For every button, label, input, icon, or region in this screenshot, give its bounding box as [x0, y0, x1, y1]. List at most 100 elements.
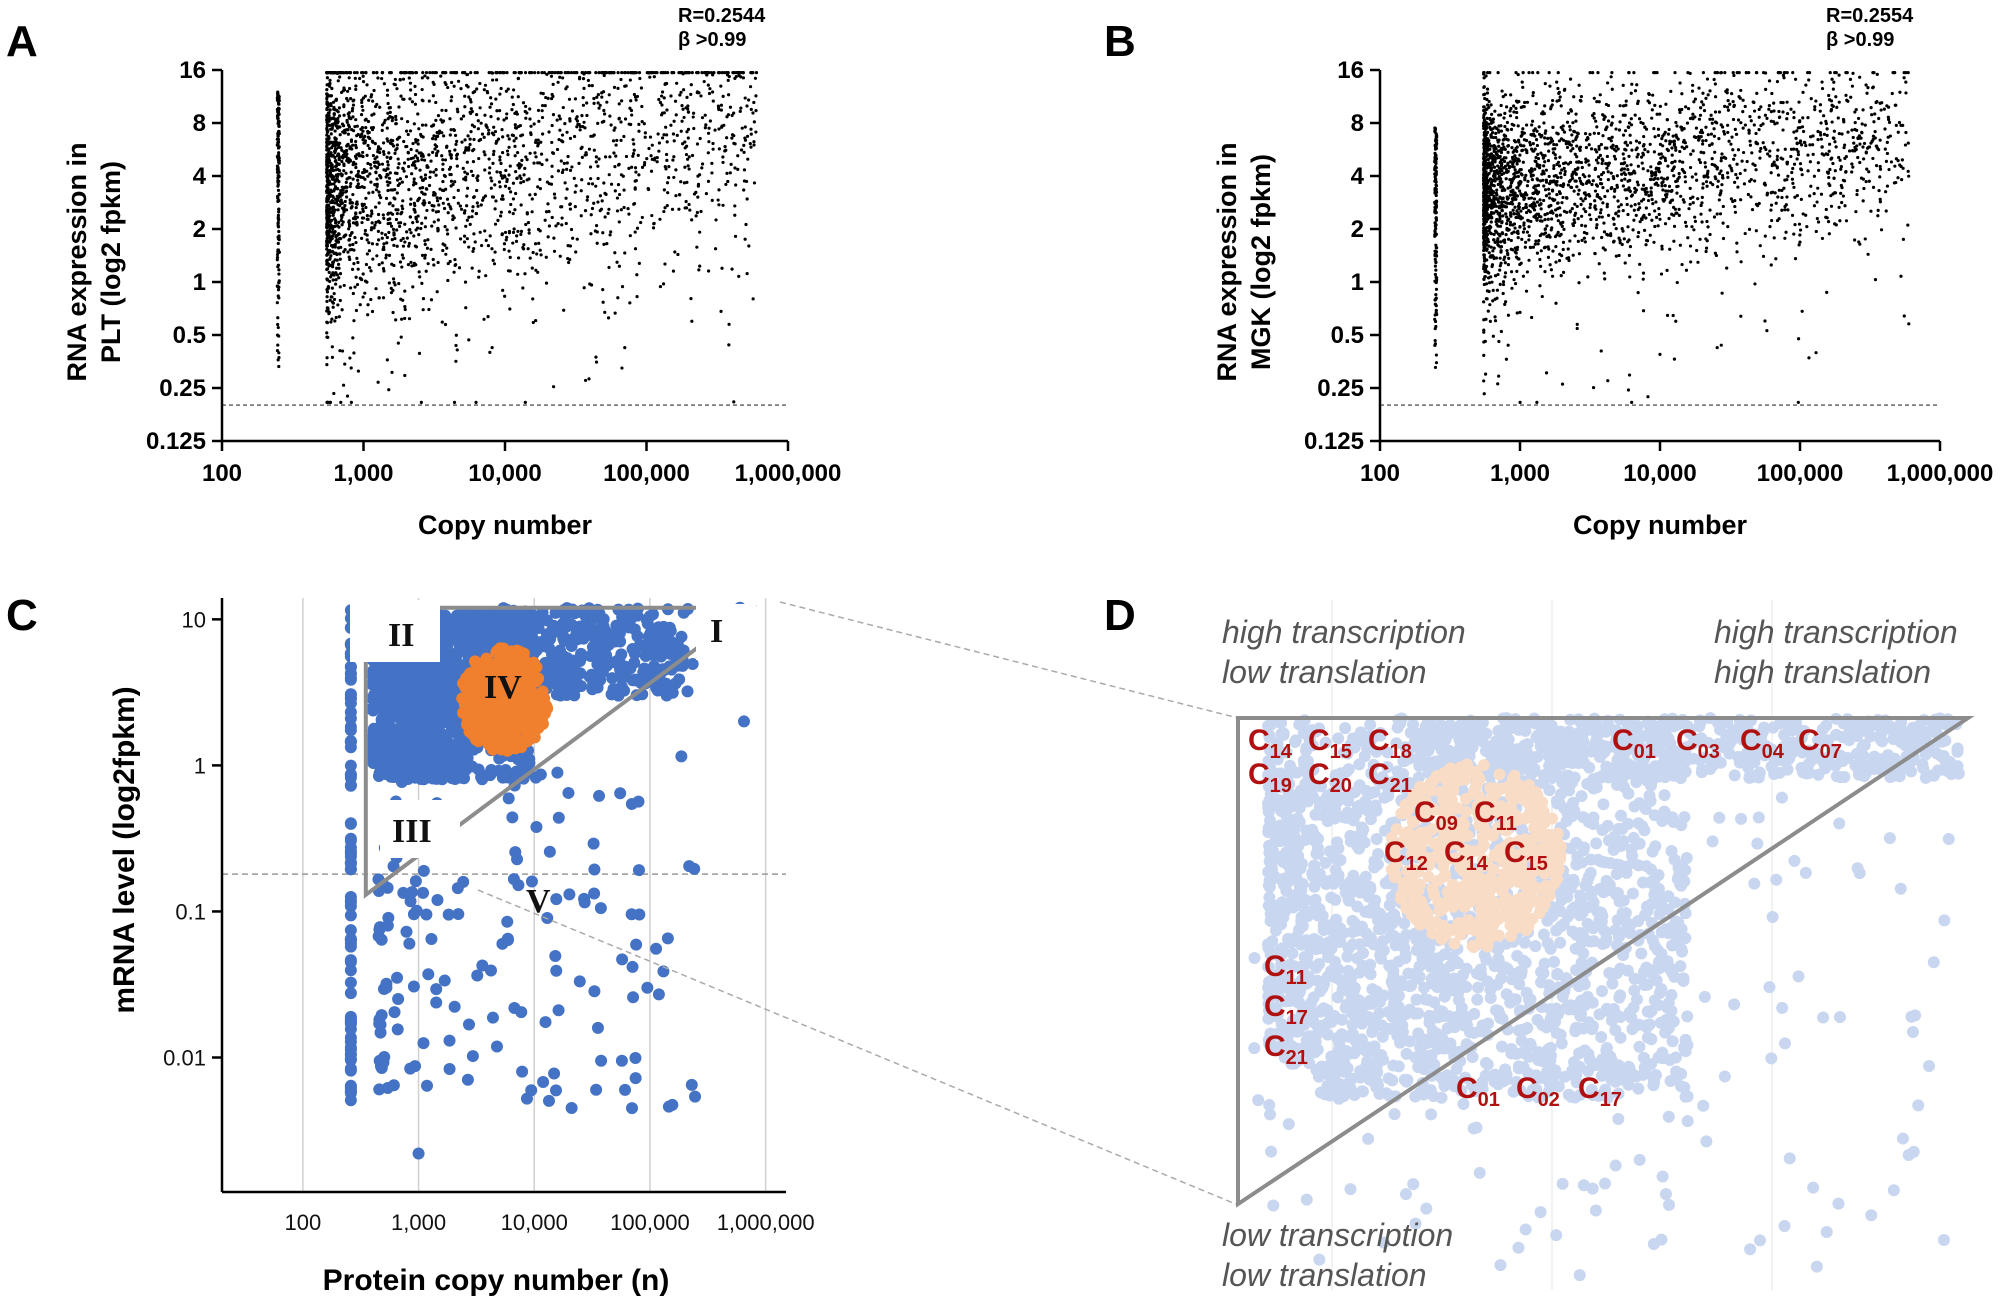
data-point — [1653, 209, 1657, 213]
data-point — [395, 228, 399, 232]
data-point — [1536, 178, 1540, 182]
data-point — [361, 272, 365, 276]
data-point — [1562, 88, 1567, 92]
data-point — [590, 182, 595, 186]
data-point — [378, 150, 382, 155]
data-point — [1644, 206, 1648, 210]
data-point — [332, 273, 336, 277]
data-point — [1605, 146, 1609, 150]
data-point — [335, 266, 339, 270]
data-point — [1651, 93, 1655, 97]
data-point — [1704, 138, 1708, 143]
data-point — [371, 71, 376, 75]
data-point — [351, 336, 355, 340]
data-point — [669, 94, 673, 98]
data-point — [1716, 185, 1720, 189]
data-point — [658, 100, 663, 105]
data-point — [1625, 196, 1629, 200]
data-point — [1531, 90, 1535, 95]
data-point — [466, 134, 470, 138]
data-point — [520, 133, 525, 137]
data-point — [491, 161, 495, 165]
data-point — [325, 400, 330, 405]
data-point — [643, 131, 647, 135]
data-point — [572, 176, 576, 181]
data-point — [500, 194, 505, 198]
data-point — [399, 212, 403, 216]
data-point — [1783, 236, 1787, 240]
data-point — [1536, 152, 1540, 156]
data-point — [1489, 220, 1493, 224]
data-point — [1885, 151, 1890, 156]
data-point — [1573, 202, 1577, 206]
data-point — [511, 230, 516, 234]
data-point — [358, 211, 362, 215]
data-point — [475, 188, 479, 193]
data-point — [1594, 119, 1598, 123]
data-point — [1701, 182, 1705, 186]
data-point — [607, 207, 611, 211]
data-point — [1816, 137, 1820, 142]
data-point — [1851, 165, 1855, 169]
data-point — [390, 238, 394, 242]
data-point — [660, 136, 665, 140]
data-point — [1621, 162, 1626, 166]
data-point — [277, 207, 281, 211]
data-point — [401, 244, 406, 248]
data-point — [351, 291, 355, 296]
data-point — [358, 303, 362, 307]
data-point — [568, 168, 573, 172]
data-point — [665, 108, 669, 112]
data-point — [1843, 204, 1847, 208]
data-point — [326, 102, 330, 106]
data-point — [617, 264, 621, 268]
data-point — [493, 250, 497, 254]
data-point — [1824, 207, 1828, 212]
data-point — [620, 284, 625, 289]
data-point — [365, 252, 369, 256]
data-point — [1814, 351, 1818, 355]
panel-a-points — [275, 71, 759, 405]
data-point — [1434, 268, 1438, 272]
data-point — [672, 155, 676, 159]
data-point — [514, 136, 518, 140]
data-point — [1684, 268, 1689, 272]
data-point — [420, 253, 425, 257]
data-point — [1878, 164, 1882, 169]
data-point — [1870, 139, 1874, 143]
data-point — [1683, 180, 1688, 184]
data-point — [1641, 309, 1646, 313]
data-point — [525, 158, 529, 162]
data-point — [690, 71, 694, 75]
data-point — [530, 197, 534, 201]
data-point — [1534, 138, 1539, 142]
data-point — [717, 127, 721, 131]
data-point — [489, 176, 493, 180]
data-point — [1741, 126, 1745, 130]
data-point — [366, 313, 370, 317]
data-point — [710, 161, 714, 165]
data-point — [702, 79, 706, 84]
data-point — [613, 189, 617, 193]
data-point — [1482, 227, 1486, 231]
data-point — [435, 199, 440, 203]
data-point — [472, 232, 476, 236]
data-point — [561, 105, 565, 110]
data-point — [1601, 246, 1605, 250]
data-point — [743, 125, 747, 129]
data-point — [509, 202, 513, 207]
data-point — [1875, 100, 1879, 104]
data-point — [602, 112, 607, 116]
data-point — [338, 204, 342, 208]
data-point — [426, 262, 430, 266]
data-point — [1585, 231, 1589, 236]
data-point — [347, 227, 351, 231]
data-point — [536, 161, 540, 165]
data-point — [1852, 238, 1857, 242]
data-point — [1543, 131, 1547, 135]
data-point — [1572, 218, 1576, 222]
data-point — [1615, 183, 1619, 187]
data-point — [1721, 221, 1725, 225]
data-point — [1876, 214, 1880, 218]
